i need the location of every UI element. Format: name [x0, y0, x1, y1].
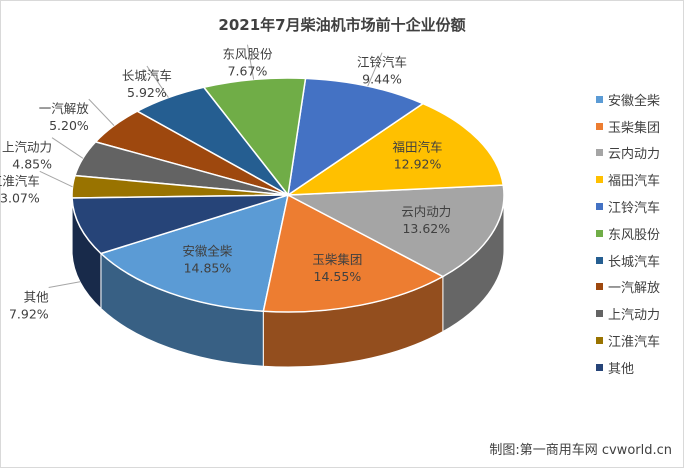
legend-swatch	[596, 95, 603, 103]
legend-label: 其他	[608, 361, 635, 377]
legend-label: 安徽全柴	[608, 93, 661, 109]
legend-item: 安徽全柴	[596, 86, 682, 113]
legend-swatch	[596, 122, 603, 130]
leader-line	[48, 281, 81, 288]
legend-swatch	[596, 149, 603, 157]
slice-label-value: 12.92%	[394, 157, 442, 172]
legend-swatch	[596, 310, 603, 318]
leader-line	[39, 170, 73, 188]
chart-credit: 制图:第一商用车网 cvworld.cn	[489, 443, 672, 458]
legend-item: 江淮汽车	[596, 327, 682, 354]
slice-label-name: 福田汽车	[393, 140, 443, 155]
slice-label-name: 上汽动力	[2, 140, 52, 155]
legend-label: 一汽解放	[608, 281, 661, 297]
legend-swatch	[596, 203, 603, 211]
legend-label: 福田汽车	[608, 174, 661, 190]
legend-item: 长城汽车	[596, 247, 682, 274]
slice-label-name: 东风股份	[222, 47, 273, 62]
pie-slice	[285, 184, 505, 278]
legend-label: 长城汽车	[608, 254, 661, 270]
slice-label-value: 4.85%	[12, 157, 52, 172]
pie-slice	[285, 102, 505, 196]
legend-label: 东风股份	[608, 227, 661, 243]
slice-label-value: 5.92%	[127, 85, 167, 100]
slice-label-name: 一汽解放	[39, 101, 90, 116]
legend-item: 其他	[596, 354, 682, 381]
slice-label-value: 13.62%	[402, 221, 450, 236]
slice-label-value: 3.07%	[0, 190, 40, 205]
slice-label-name: 长城汽车	[122, 68, 172, 83]
legend-swatch	[596, 256, 603, 264]
slice-label-value: 14.55%	[314, 269, 362, 284]
pie-slice	[287, 77, 425, 197]
legend-swatch	[596, 283, 603, 291]
slice-label-value: 5.20%	[49, 118, 89, 133]
leader-line	[246, 44, 255, 80]
legend-swatch	[596, 337, 603, 345]
slice-label-value: 14.85%	[184, 261, 232, 276]
leader-line	[51, 137, 84, 159]
legend-item: 福田汽车	[596, 166, 682, 193]
pie-top	[71, 77, 505, 313]
legend-item: 一汽解放	[596, 274, 682, 301]
legend-item: 玉柴集团	[596, 113, 682, 140]
legend-swatch	[596, 229, 603, 237]
data-labels: 安徽全柴 14.85% 玉柴集团 14.55% 云内动力 13.62% 福田汽车 12.92%…	[0, 44, 451, 321]
slice-label-name: 安徽全柴	[182, 244, 233, 259]
legend-item: 东风股份	[596, 220, 682, 247]
legend-label: 云内动力	[608, 147, 661, 163]
slice-label-name: 云内动力	[401, 204, 451, 219]
slice-label-value: 7.67%	[228, 64, 268, 79]
legend-label: 玉柴集团	[608, 120, 661, 136]
leader-line	[146, 65, 169, 98]
pie-slice	[99, 193, 289, 313]
pie-slice	[262, 193, 445, 313]
pie-slice	[71, 194, 289, 255]
pie-slice	[202, 77, 307, 197]
legend-swatch	[596, 176, 603, 184]
legend: 安徽全柴玉柴集团云内动力福田汽车江铃汽车东风股份长城汽车一汽解放上汽动力江淮汽车…	[596, 86, 682, 381]
slice-label-name: 江淮汽车	[0, 173, 40, 188]
legend-label: 上汽动力	[608, 308, 661, 324]
legend-item: 江铃汽车	[596, 193, 682, 220]
slice-label-name: 玉柴集团	[312, 252, 362, 267]
chart-title: 2021年7月柴油机市场前十企业份额	[218, 16, 466, 34]
slice-label-value: 9.44%	[362, 72, 402, 87]
leader-line	[88, 98, 115, 126]
slice-label-value: 7.92%	[9, 306, 49, 321]
slice-label-name: 其他	[24, 289, 50, 304]
legend-swatch	[596, 363, 603, 371]
legend-label: 江淮汽车	[608, 335, 661, 351]
leader-line	[367, 52, 383, 87]
slice-label-name: 江铃汽车	[357, 55, 407, 70]
legend-item: 云内动力	[596, 140, 682, 167]
legend-label: 江铃汽车	[608, 201, 661, 217]
legend-item: 上汽动力	[596, 300, 682, 327]
